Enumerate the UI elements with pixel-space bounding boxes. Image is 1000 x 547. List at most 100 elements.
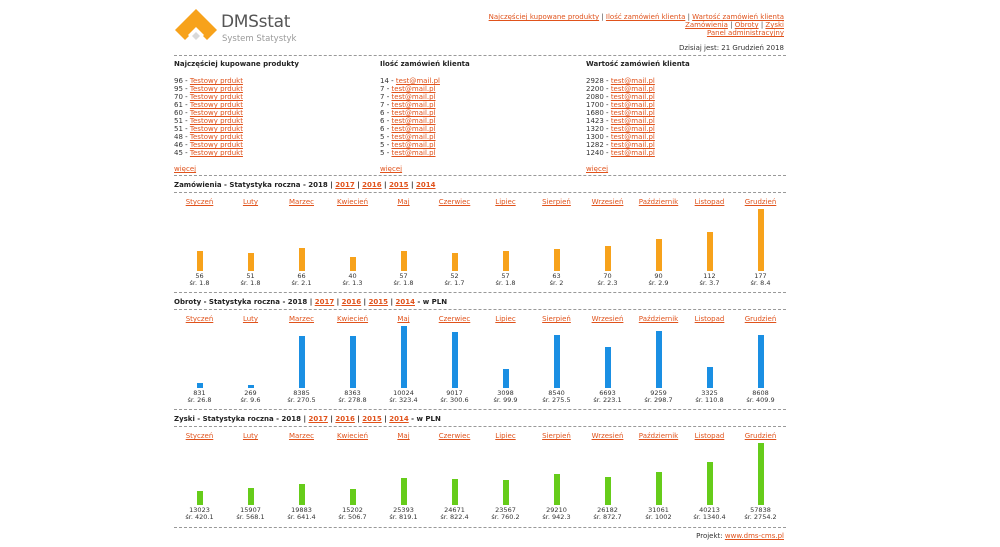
logo[interactable]: DMSstat System Statystyk xyxy=(174,8,324,48)
month-link[interactable]: Maj xyxy=(397,315,410,323)
month-link[interactable]: Październik xyxy=(638,198,679,206)
list-item-link[interactable]: test@mail.pl xyxy=(391,133,436,141)
nav-link-profits[interactable]: Zyski xyxy=(765,21,784,29)
nav-link-admin-panel[interactable]: Panel administracyjny xyxy=(706,29,784,37)
list-item-link[interactable]: test@mail.pl xyxy=(610,125,655,133)
bar-value: 8540 xyxy=(548,389,565,397)
month-link[interactable]: Październik xyxy=(638,432,679,440)
bar-value: 70 xyxy=(603,272,612,280)
nav-link-turnover[interactable]: Obroty xyxy=(734,21,759,29)
list-item-link[interactable]: test@mail.pl xyxy=(610,85,655,93)
year-link-2015[interactable]: 2015 xyxy=(362,415,382,423)
list-item-count: 2200 xyxy=(586,85,604,93)
month-link[interactable]: Kwiecień xyxy=(336,432,369,440)
list-item-link[interactable]: Testowy prdukt xyxy=(189,109,243,117)
month-link[interactable]: Marzec xyxy=(288,198,315,206)
nav-link-orders-value[interactable]: Wartość zamówień klienta xyxy=(692,13,784,21)
list-item-link[interactable]: Testowy prdukt xyxy=(189,125,243,133)
month-link[interactable]: Styczeń xyxy=(185,432,214,440)
month-link[interactable]: Listopad xyxy=(694,432,725,440)
month-column: Styczeń 13023 śr. 420.1 xyxy=(174,432,225,524)
year-link-2014[interactable]: 2014 xyxy=(395,298,415,306)
year-link-2016[interactable]: 2016 xyxy=(335,415,355,423)
list-item-link[interactable]: test@mail.pl xyxy=(610,93,655,101)
list-item-link[interactable]: test@mail.pl xyxy=(610,117,655,125)
nav-link-orders-count[interactable]: Ilość zamówień klienta xyxy=(605,13,686,21)
list-item-link[interactable]: Testowy prdukt xyxy=(189,141,243,149)
list-item-link[interactable]: Testowy prdukt xyxy=(189,101,243,109)
year-link-2016[interactable]: 2016 xyxy=(341,298,362,306)
bar-average: śr. 1340.4 xyxy=(684,514,735,521)
average-value: 278.8 xyxy=(348,396,367,404)
list-item-link[interactable]: test@mail.pl xyxy=(610,133,655,141)
list-item-link[interactable]: test@mail.pl xyxy=(391,149,436,157)
year-link-2015[interactable]: 2015 xyxy=(389,181,409,189)
month-link[interactable]: Luty xyxy=(242,198,259,206)
average-value: 506.7 xyxy=(348,513,367,521)
list-item-link[interactable]: Testowy prdukt xyxy=(189,77,243,85)
month-link[interactable]: Maj xyxy=(397,432,410,440)
month-link[interactable]: Sierpień xyxy=(542,198,571,206)
month-link[interactable]: Listopad xyxy=(694,198,725,206)
list-item-link[interactable]: Testowy prdukt xyxy=(189,149,243,157)
footer-link[interactable]: www.dms-cms.pl xyxy=(724,532,784,540)
month-link[interactable]: Czerwiec xyxy=(438,198,471,206)
list-item-link[interactable]: Testowy prdukt xyxy=(189,93,243,101)
month-link[interactable]: Grudzień xyxy=(744,315,777,323)
month-link[interactable]: Styczeń xyxy=(185,315,214,323)
month-link[interactable]: Maj xyxy=(397,198,410,206)
year-link-2017[interactable]: 2017 xyxy=(335,181,355,189)
month-link[interactable]: Luty xyxy=(242,432,259,440)
month-link[interactable]: Lipiec xyxy=(495,315,516,323)
month-column: Czerwiec 52 śr. 1.7 xyxy=(429,198,480,290)
list-item-link[interactable]: test@mail.pl xyxy=(610,149,655,157)
month-link[interactable]: Wrzesień xyxy=(591,315,624,323)
list-item-link[interactable]: test@mail.pl xyxy=(391,101,436,109)
year-link-2016[interactable]: 2016 xyxy=(362,181,382,189)
nav-link-top-products[interactable]: Najczęściej kupowane produkty xyxy=(488,13,600,21)
list-item-link[interactable]: test@mail.pl xyxy=(391,85,436,93)
month-link[interactable]: Listopad xyxy=(694,315,725,323)
year-link-2017[interactable]: 2017 xyxy=(308,415,328,423)
month-link[interactable]: Sierpień xyxy=(542,432,571,440)
list-item-link[interactable]: test@mail.pl xyxy=(395,77,440,85)
month-link[interactable]: Czerwiec xyxy=(438,432,471,440)
month-link[interactable]: Luty xyxy=(242,315,259,323)
orders-value-more-link[interactable]: więcej xyxy=(586,165,609,173)
month-link[interactable]: Grudzień xyxy=(744,432,777,440)
month-link[interactable]: Grudzień xyxy=(744,198,777,206)
month-link[interactable]: Styczeń xyxy=(185,198,214,206)
month-link[interactable]: Wrzesień xyxy=(591,432,624,440)
list-item-link[interactable]: Testowy prdukt xyxy=(189,133,243,141)
month-link[interactable]: Marzec xyxy=(288,315,315,323)
month-link[interactable]: Kwiecień xyxy=(336,198,369,206)
list-item-link[interactable]: Testowy prdukt xyxy=(189,117,243,125)
month-link[interactable]: Sierpień xyxy=(542,315,571,323)
list-item-link[interactable]: test@mail.pl xyxy=(391,117,436,125)
list-item-link[interactable]: test@mail.pl xyxy=(391,141,436,149)
list-item-link[interactable]: test@mail.pl xyxy=(610,77,655,85)
bar-value: 24671 xyxy=(444,506,465,514)
month-link[interactable]: Wrzesień xyxy=(591,198,624,206)
nav-link-orders[interactable]: Zamówienia xyxy=(685,21,728,29)
year-link-2015[interactable]: 2015 xyxy=(368,298,389,306)
year-link-2017[interactable]: 2017 xyxy=(314,298,335,306)
year-link-2014[interactable]: 2014 xyxy=(415,181,436,189)
list-item-link[interactable]: test@mail.pl xyxy=(610,109,655,117)
month-link[interactable]: Marzec xyxy=(288,432,315,440)
month-link[interactable]: Lipiec xyxy=(495,198,516,206)
list-item-link[interactable]: test@mail.pl xyxy=(391,125,436,133)
top-products-more-link[interactable]: więcej xyxy=(174,165,197,173)
year-link-2014[interactable]: 2014 xyxy=(389,415,409,423)
month-link[interactable]: Lipiec xyxy=(495,432,516,440)
list-item-link[interactable]: test@mail.pl xyxy=(610,101,655,109)
month-link[interactable]: Październik xyxy=(638,315,679,323)
list-item-link[interactable]: Testowy prdukt xyxy=(189,85,243,93)
orders-count-more-link[interactable]: więcej xyxy=(380,165,403,173)
list-item-link[interactable]: test@mail.pl xyxy=(391,109,436,117)
list-item: 96 - Testowy prdukt xyxy=(174,77,243,85)
list-item-link[interactable]: test@mail.pl xyxy=(610,141,655,149)
list-item-link[interactable]: test@mail.pl xyxy=(391,93,436,101)
month-link[interactable]: Kwiecień xyxy=(336,315,369,323)
month-link[interactable]: Czerwiec xyxy=(438,315,471,323)
